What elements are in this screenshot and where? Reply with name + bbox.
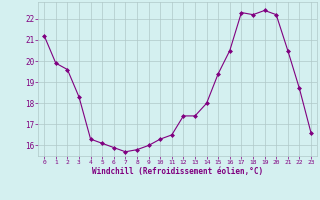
X-axis label: Windchill (Refroidissement éolien,°C): Windchill (Refroidissement éolien,°C) (92, 167, 263, 176)
